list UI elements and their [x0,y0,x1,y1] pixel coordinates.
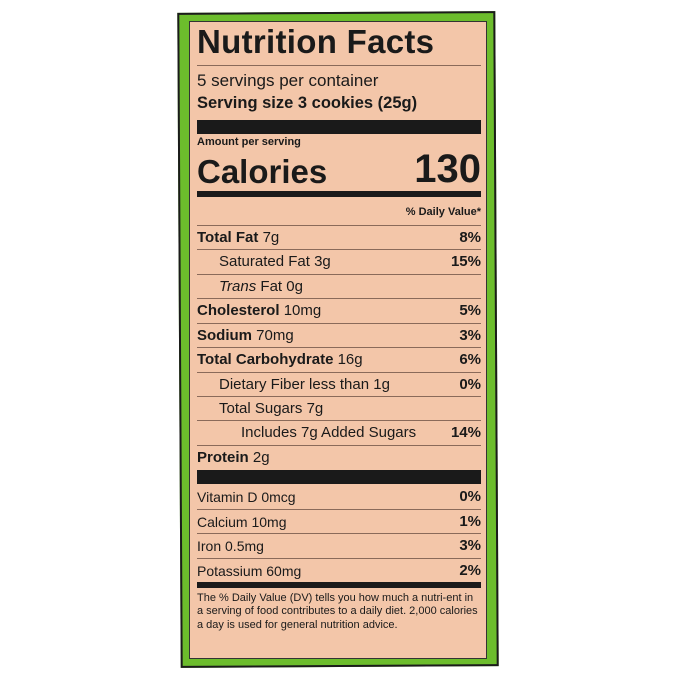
vitamin-amount: 60mg [266,562,302,579]
nutrient-label: Trans Fat 0g [197,278,303,296]
divider [197,65,481,66]
footnote: The % Daily Value (DV) tells you how muc… [197,592,478,631]
nutrient-name: Total Carbohydrate [197,351,334,368]
vitamin-daily-value: 1% [459,512,481,530]
nutrient-name: Trans [219,278,257,295]
divider [197,508,481,510]
nutrient-row: Total Sugars 7g [197,397,481,421]
nutrient-row: Protein 2g [197,446,481,470]
nutrient-label: Cholesterol 10mg [197,302,321,320]
nutrient-daily-value: 15% [450,253,481,270]
divider [197,396,481,397]
nutrient-amount: 16g [337,351,363,368]
nutrient-amount: 7g [306,400,324,417]
divider [197,445,481,446]
nutrient-name: Cholesterol [197,302,280,319]
nutrient-row: Cholesterol 10mg 5% [197,299,481,323]
vitamin-amount: 10mg [251,513,287,530]
nutrient-daily-value: 6% [459,351,481,368]
medium-divider [197,582,481,588]
divider [197,533,481,535]
vitamin-row: Iron 0.5mg 3% [197,534,481,558]
nutrient-name: Dietary Fiber less than [219,376,370,393]
nutrient-daily-value: 14% [450,424,481,441]
nutrient-label: Dietary Fiber less than 1g [197,376,390,394]
divider [197,249,481,250]
servings-per-container: 5 servings per container [197,71,379,90]
vitamin-name: Calcium [197,513,248,530]
nutrient-row: Total Carbohydrate 16g 6% [197,348,481,372]
vitamin-daily-value: 2% [459,561,481,579]
vitamin-row: Calcium 10mg 1% [197,510,481,534]
divider [197,347,481,348]
nutrient-name: Sodium [197,327,252,344]
nutrient-name-rest: Fat 0g [260,278,303,295]
nutrient-row: Includes 7g Added Sugars 14% [197,421,481,445]
vitamin-row: Potassium 60mg 2% [197,559,481,583]
divider [197,274,481,275]
nutrient-amount: 10mg [283,302,322,319]
nutrient-name: Protein [197,449,249,466]
vitamin-name: Potassium [197,562,263,579]
nutrient-amount: 3g [314,253,331,270]
amount-per-serving: Amount per serving [197,136,301,148]
vitamin-amount: 0.5mg [225,538,264,555]
divider [197,323,481,324]
vitamin-label: Calcium 10mg [197,513,287,531]
thick-divider [197,470,481,484]
nutrient-amount: 70mg [256,327,294,344]
nutrient-row: Total Fat 7g 8% [197,226,481,250]
nutrient-daily-value: 5% [459,302,481,319]
nutrient-amount: 1g [373,376,390,393]
nutrient-amount: 2g [252,449,270,466]
nutrient-label: Sodium 70mg [197,327,294,345]
medium-divider [197,191,481,197]
vitamin-name: Iron [197,538,222,555]
nutrient-daily-value: 8% [459,229,481,246]
nutrient-label: Total Fat 7g [197,229,279,247]
nutrient-daily-value: 0% [459,376,481,393]
calories-value: 130 [414,147,481,191]
nutrient-row: Dietary Fiber less than 1g 0% [197,373,481,397]
nutrient-label: Includes 7g Added Sugars [197,424,416,442]
vitamin-label: Potassium 60mg [197,562,301,580]
divider [197,372,481,373]
vitamin-amount: 0mcg [261,489,296,505]
vitamin-name: Vitamin D [197,489,258,505]
nutrient-row: Sodium 70mg 3% [197,324,481,348]
nutrient-row: Saturated Fat 3g 15% [197,250,481,274]
nutrient-label: Protein 2g [197,449,270,467]
daily-value-header: % Daily Value* [405,206,481,218]
vitamin-label: Iron 0.5mg [197,537,264,555]
nutrient-amount: 7g [262,229,280,246]
vitamin-daily-value: 3% [459,537,481,555]
nutrient-name: Total Fat [197,229,259,246]
nutrient-name: Saturated Fat [219,253,310,270]
thick-divider [197,120,481,134]
calories-label: Calories [197,153,328,190]
nutrient-label: Total Carbohydrate 16g [197,351,363,369]
vitamin-daily-value: 0% [459,488,481,505]
divider [197,298,481,299]
divider [197,557,481,559]
calories-row: Calories 130 [197,149,481,189]
nutrient-label: Total Sugars 7g [197,400,323,418]
divider [197,420,481,421]
nutrient-row: Trans Fat 0g [197,275,481,299]
vitamin-row: Vitamin D 0mcg 0% [197,485,481,509]
vitamin-label: Vitamin D 0mcg [197,488,296,506]
nutrient-name: Includes 7g Added Sugars [241,424,417,441]
nutrient-daily-value: 3% [459,327,481,344]
nutrient-name: Total Sugars [219,400,303,417]
divider [197,225,481,226]
serving-size: Serving size 3 cookies (25g) [197,94,418,112]
label-title: Nutrition Facts [197,23,435,60]
nutrient-label: Saturated Fat 3g [197,253,331,271]
